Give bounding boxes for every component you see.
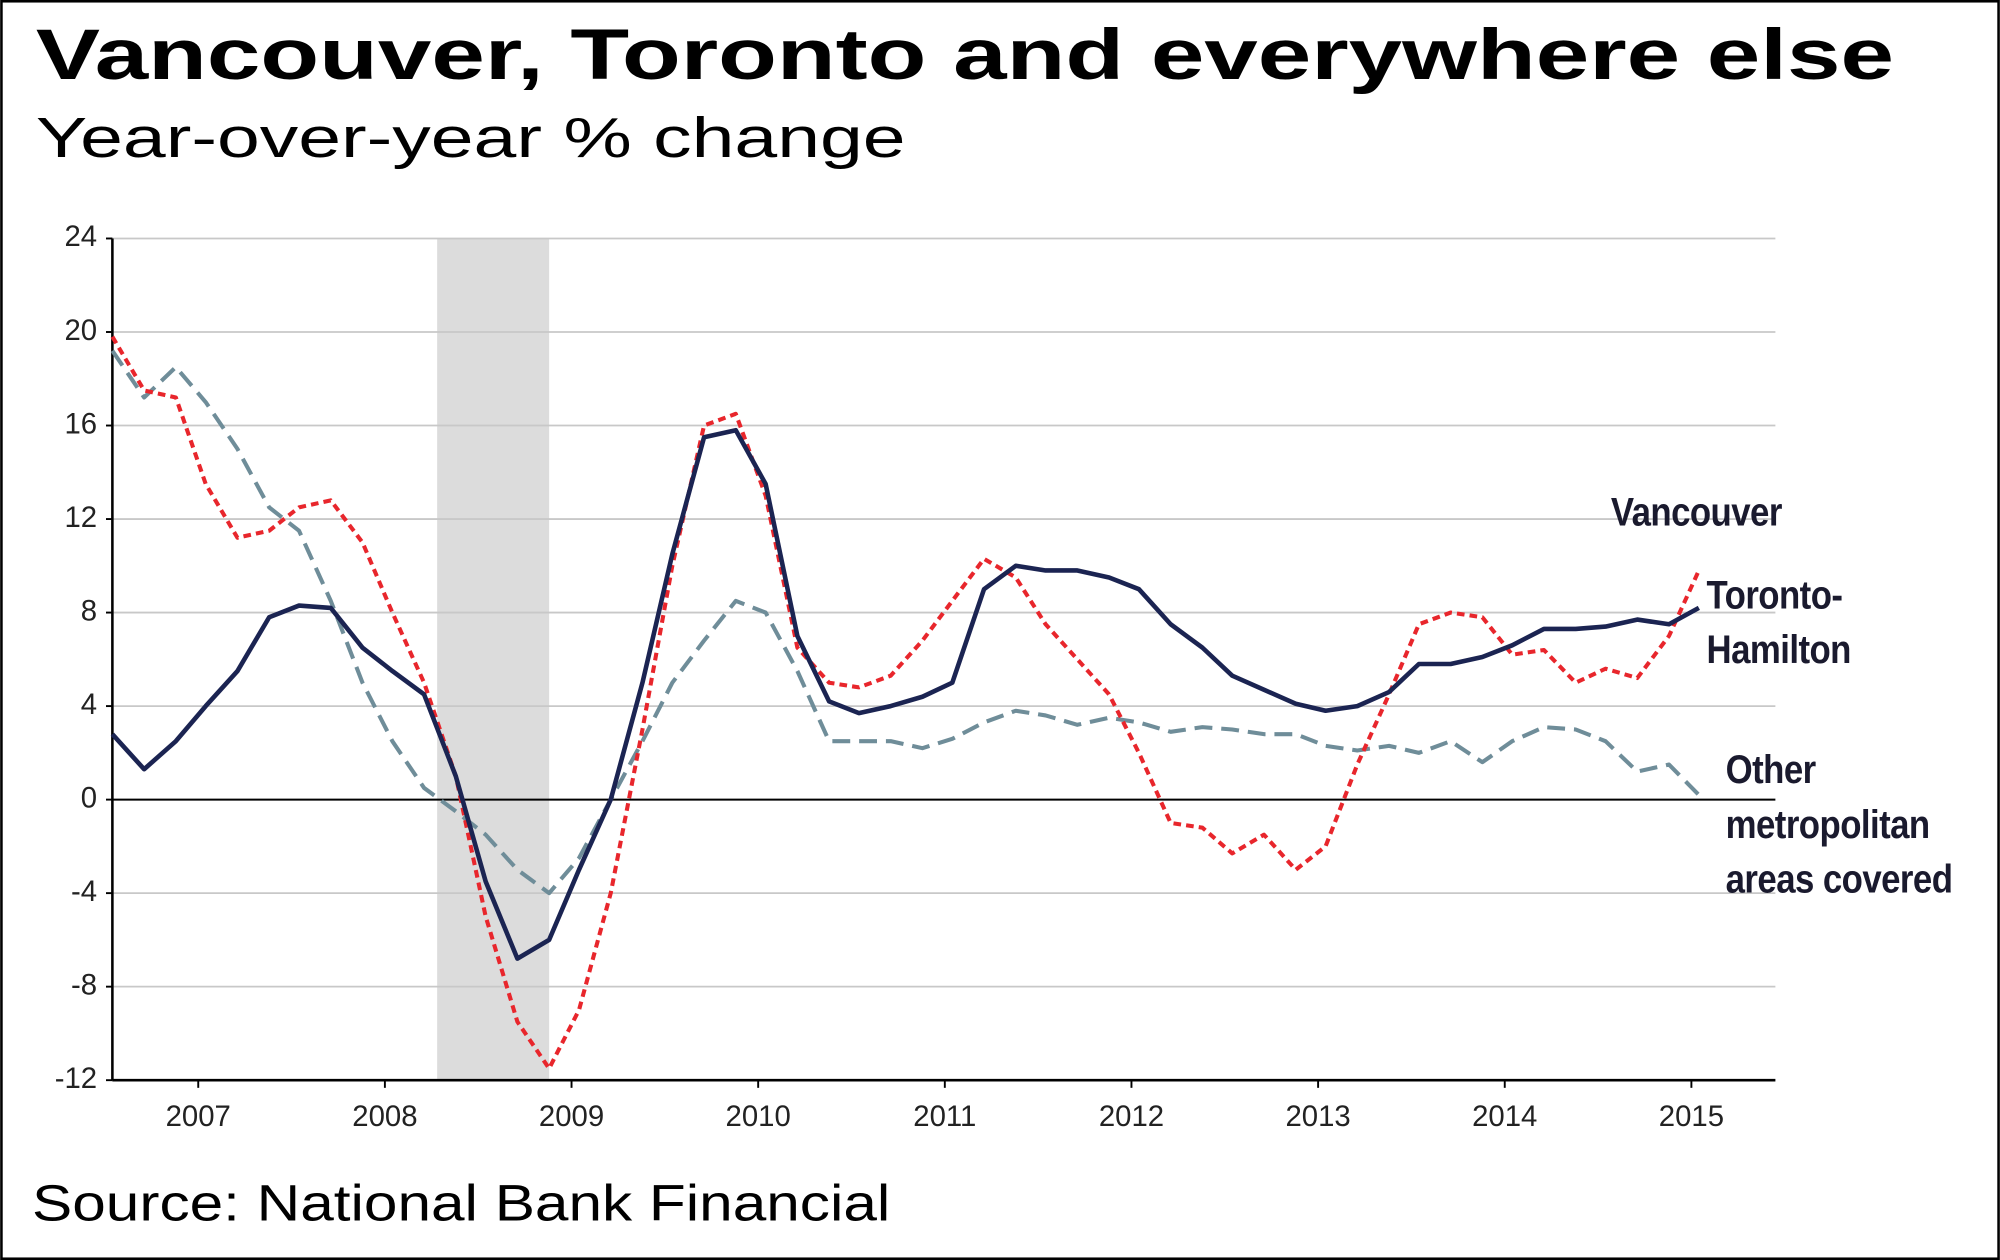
y-tick-label: 8 (81, 594, 97, 627)
y-tick-label: -12 (55, 1062, 97, 1095)
y-tick-label: 0 (81, 781, 97, 814)
source-note: Source: National Bank Financial (32, 1174, 890, 1231)
series-label-box: Other metropolitan areas covered (1725, 747, 1953, 902)
x-tick-label: 2013 (1285, 1100, 1350, 1133)
x-tick-label: 2014 (1472, 1100, 1537, 1133)
series-line (110, 349, 1701, 896)
x-tick-label: 2009 (539, 1100, 604, 1133)
x-tick-label: 2011 (913, 1100, 976, 1133)
y-tick-label: 16 (64, 407, 97, 440)
series-label-box: Vancouver (1610, 489, 1782, 535)
x-tick-label: 2015 (1659, 1100, 1724, 1133)
x-tick-label: 2012 (1099, 1100, 1164, 1133)
y-tick-label: -8 (71, 968, 97, 1001)
series-label: Toronto-Hamilton (1706, 572, 1852, 673)
chart-subtitle: Year-over-year % change (36, 106, 906, 169)
series-label: Other metropolitan areas covered (1725, 747, 1953, 902)
shaded-period (437, 238, 550, 1081)
series-label-box: Toronto-Hamilton (1706, 572, 1852, 673)
y-tick-label: 12 (64, 501, 97, 534)
y-tick-label: 4 (81, 688, 97, 721)
series-label: Vancouver (1610, 489, 1782, 535)
x-tick-label: 2007 (166, 1100, 231, 1133)
y-tick-label: 20 (64, 314, 97, 347)
x-tick-label: 2008 (352, 1100, 417, 1133)
x-tick-label: 2010 (726, 1100, 791, 1133)
y-tick-label: -4 (71, 875, 97, 908)
series-line (110, 427, 1700, 961)
chart-title: Vancouver, Toronto and everywhere else (36, 15, 1894, 95)
series-line (110, 335, 1701, 1071)
y-tick-label: 24 (64, 220, 97, 253)
